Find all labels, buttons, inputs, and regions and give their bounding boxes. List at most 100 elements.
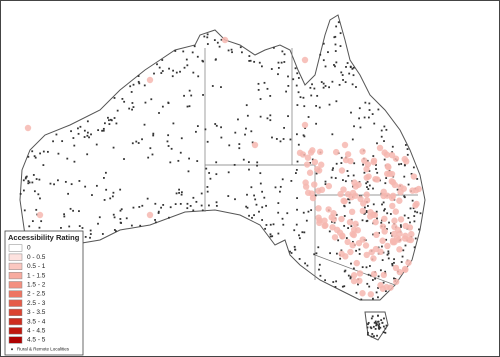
- locality: [167, 102, 170, 105]
- locality: [375, 324, 378, 327]
- legend-label: 0 - 0.5: [27, 254, 46, 261]
- locality: [258, 210, 260, 213]
- locality: [293, 229, 296, 232]
- rating-circle: [367, 291, 375, 298]
- locality: [319, 53, 322, 56]
- locality: [34, 156, 37, 159]
- locality: [245, 205, 248, 208]
- rating-circle: [372, 175, 379, 183]
- rating-circle: [389, 237, 397, 244]
- locality: [334, 35, 337, 38]
- locality: [344, 81, 347, 84]
- rating-circle: [146, 211, 154, 219]
- legend-swatch: [8, 327, 23, 335]
- locality: [39, 197, 41, 200]
- locality: [115, 230, 117, 233]
- locality: [335, 213, 338, 216]
- locality: [373, 321, 376, 324]
- locality: [315, 252, 318, 255]
- rating-circle: [318, 161, 325, 168]
- locality: [35, 178, 38, 180]
- locality: [385, 238, 388, 241]
- locality: [220, 136, 223, 139]
- locality: [413, 220, 416, 223]
- locality: [412, 207, 415, 210]
- locality: [351, 138, 354, 141]
- locality: [340, 162, 343, 164]
- locality: [303, 135, 306, 138]
- locality: [250, 130, 253, 133]
- locality: [333, 64, 335, 66]
- locality: [367, 116, 370, 119]
- locality: [132, 206, 135, 209]
- locality: [244, 133, 246, 136]
- legend-label: 2 - 2.5: [27, 291, 46, 298]
- locality: [206, 140, 209, 143]
- locality: [351, 240, 354, 243]
- locality: [153, 72, 155, 75]
- locality: [137, 75, 140, 77]
- locality: [22, 179, 25, 182]
- rating-circle: [363, 174, 370, 181]
- locality: [171, 75, 174, 78]
- locality: [314, 194, 317, 197]
- locality: [398, 163, 400, 166]
- locality: [306, 264, 309, 267]
- locality: [352, 66, 355, 69]
- locality: [370, 317, 373, 320]
- locality: [141, 204, 144, 207]
- locality: [377, 108, 380, 111]
- locality: [311, 83, 313, 86]
- rating-circle: [396, 197, 403, 204]
- locality: [334, 285, 337, 288]
- locality: [215, 124, 218, 127]
- rating-circle: [344, 151, 352, 158]
- locality: [241, 51, 243, 54]
- locality: [380, 319, 383, 321]
- locality: [259, 115, 262, 118]
- locality: [83, 129, 86, 132]
- rating-circle: [24, 124, 32, 132]
- locality: [113, 216, 116, 219]
- locality: [162, 204, 165, 206]
- locality: [333, 36, 336, 39]
- rating-circle: [301, 56, 309, 64]
- locality: [256, 161, 259, 164]
- locality: [175, 71, 178, 74]
- locality: [361, 219, 364, 222]
- locality: [294, 248, 296, 251]
- locality: [95, 184, 98, 187]
- locality: [97, 222, 99, 225]
- locality: [104, 171, 107, 174]
- locality: [367, 188, 370, 190]
- locality: [385, 177, 388, 179]
- locality: [362, 163, 364, 166]
- locality: [390, 232, 392, 235]
- locality: [372, 233, 375, 236]
- locality: [213, 39, 216, 41]
- locality: [407, 217, 410, 219]
- rating-circle: [381, 228, 388, 235]
- rating-circle: [356, 270, 364, 277]
- locality: [297, 91, 300, 94]
- locality: [313, 87, 316, 90]
- locality: [328, 103, 331, 106]
- locality: [266, 117, 269, 120]
- locality: [109, 197, 112, 200]
- locality: [186, 207, 189, 210]
- locality: [375, 168, 377, 170]
- locality: [400, 163, 403, 165]
- locality: [290, 180, 293, 182]
- locality: [248, 214, 250, 217]
- rating-circle: [389, 202, 396, 210]
- rating-circle: [332, 148, 340, 156]
- locality: [28, 225, 31, 228]
- locality: [331, 169, 334, 171]
- locality: [364, 206, 366, 209]
- locality: [340, 156, 343, 159]
- locality: [327, 51, 329, 54]
- locality: [192, 71, 195, 74]
- locality: [214, 58, 217, 61]
- legend-title: Accessibility Rating: [8, 233, 80, 242]
- legend-label: 1 - 1.5: [27, 272, 46, 279]
